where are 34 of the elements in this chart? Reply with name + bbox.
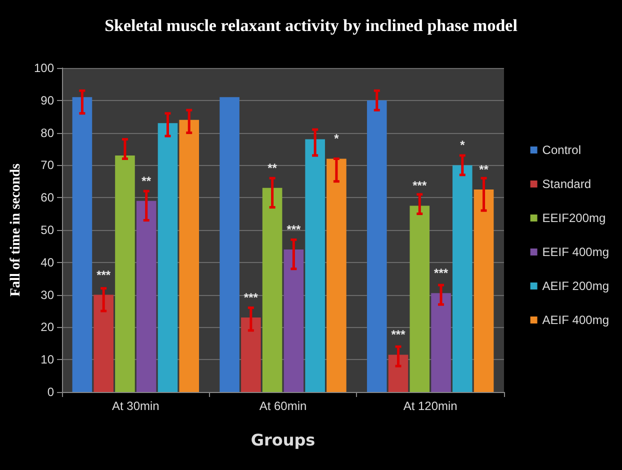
data-label: ** bbox=[268, 160, 278, 175]
data-label: *** bbox=[286, 222, 302, 236]
y-tick-label: 0 bbox=[47, 385, 54, 399]
legend-label: AEIF 200mg bbox=[542, 279, 610, 293]
legend-label: AEIF 400mg bbox=[542, 313, 610, 327]
y-tick-label: 70 bbox=[40, 158, 54, 172]
data-label: ** bbox=[479, 162, 489, 176]
y-tick-label: 30 bbox=[40, 288, 54, 302]
y-tick-label: 10 bbox=[40, 352, 54, 367]
data-label: *** bbox=[434, 266, 448, 280]
y-tick-label: 50 bbox=[40, 223, 54, 237]
legend-label: Standard bbox=[542, 177, 592, 191]
data-label: *** bbox=[391, 328, 406, 342]
y-tick-label: 60 bbox=[40, 190, 54, 205]
x-tick-label: At 120min bbox=[403, 399, 458, 413]
data-label: *** bbox=[244, 290, 258, 304]
y-axis-title: Fall of time in seconds bbox=[8, 162, 24, 296]
data-label: *** bbox=[96, 268, 111, 282]
legend-label: EEIF 400mg bbox=[542, 245, 610, 259]
y-tick-label: 80 bbox=[40, 126, 54, 140]
y-tick-label: 90 bbox=[40, 93, 54, 108]
data-label: ** bbox=[142, 174, 152, 188]
chart-title: Skeletal muscle relaxant activity by inclined phase model bbox=[104, 16, 518, 35]
legend-label: Control bbox=[542, 143, 581, 157]
y-tick-label: 40 bbox=[40, 255, 54, 270]
y-tick-label: 100 bbox=[34, 61, 54, 75]
data-label: *** bbox=[412, 178, 427, 193]
x-axis-title: Groups bbox=[250, 430, 316, 450]
y-tick-label: 20 bbox=[40, 320, 54, 334]
x-tick-label: At 60min bbox=[259, 399, 307, 413]
data-label: * bbox=[460, 138, 466, 152]
legend-label: EEIF200mg bbox=[542, 211, 606, 225]
data-label: * bbox=[334, 132, 340, 146]
x-tick-label: At 30min bbox=[112, 399, 160, 413]
